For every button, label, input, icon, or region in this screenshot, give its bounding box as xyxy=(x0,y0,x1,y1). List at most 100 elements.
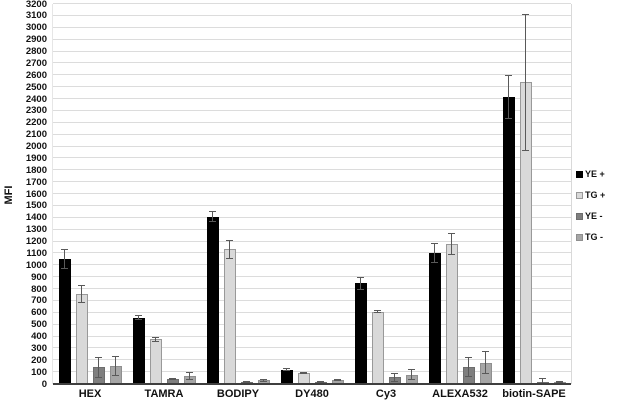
error-bar-cap-top xyxy=(522,14,529,16)
error-bar-line xyxy=(525,14,526,151)
error-bar-cap-top xyxy=(408,368,415,370)
category-group: BODIPY xyxy=(201,4,275,400)
y-axis-tick-label: 900 xyxy=(31,271,47,283)
bar-slot xyxy=(183,4,196,384)
bar-tg+ xyxy=(149,339,162,384)
bar-slot xyxy=(479,4,492,384)
error-bar-line xyxy=(263,379,264,382)
y-axis-tick-label: 3100 xyxy=(25,10,47,22)
error-bar-cap-top xyxy=(209,211,216,213)
category-group: HEX xyxy=(53,4,127,400)
error-bar-line xyxy=(115,356,116,377)
error-bar-cap-bottom xyxy=(448,253,455,255)
bar-slot xyxy=(109,4,122,384)
bar-slot xyxy=(166,4,179,384)
bar-slot xyxy=(58,4,71,384)
error-bar-cap-top xyxy=(112,356,119,358)
y-axis-tick-label: 2000 xyxy=(25,141,47,152)
y-axis-tick-label: 2600 xyxy=(25,69,47,81)
error-bar-cap-bottom xyxy=(408,379,415,381)
y-axis-tick-label: 600 xyxy=(31,307,47,319)
error-bar-cap-bottom xyxy=(556,381,563,383)
gridline xyxy=(53,133,571,135)
error-bar-cap-bottom xyxy=(226,257,233,259)
bar-ye+ xyxy=(428,253,441,384)
y-axis-tick-label: 2500 xyxy=(25,81,47,93)
error-bar-cap-top xyxy=(260,379,267,381)
bar-ye+ xyxy=(206,216,219,384)
error-bar-line xyxy=(98,356,99,379)
category-group: Cy3 xyxy=(349,4,423,400)
bar-slot xyxy=(536,4,549,384)
error-bar xyxy=(505,74,512,119)
error-bar-cap-bottom xyxy=(505,117,512,119)
error-bar-cap-bottom xyxy=(482,372,489,374)
gridline xyxy=(53,62,571,64)
error-bar-cap-top xyxy=(465,357,472,359)
error-bar xyxy=(169,378,176,381)
legend-item: YE + xyxy=(576,169,605,179)
error-bar xyxy=(431,243,438,264)
error-bar-cap-bottom xyxy=(112,375,119,377)
gridline xyxy=(53,347,571,349)
bar-slot xyxy=(331,4,344,384)
error-bar xyxy=(283,368,290,372)
error-bar xyxy=(391,372,398,383)
error-bar-cap-top xyxy=(283,368,290,370)
error-bar-line xyxy=(434,243,435,264)
error-bar-cap-top xyxy=(431,243,438,245)
gridline xyxy=(53,193,571,194)
x-axis-category-label: ALEXA532 xyxy=(432,388,488,400)
error-bar xyxy=(300,371,307,374)
error-bar-cap-bottom xyxy=(260,380,267,382)
error-bar-cap-top xyxy=(169,378,176,380)
error-bar-cap-bottom xyxy=(169,379,176,381)
bar-slot xyxy=(297,4,310,384)
bar-tg+ xyxy=(75,293,88,384)
bar-slot xyxy=(132,4,145,384)
error-bar xyxy=(95,356,102,379)
y-axis-tick-label: 700 xyxy=(31,295,47,307)
error-bar-cap-bottom xyxy=(283,370,290,372)
error-bar xyxy=(374,309,381,314)
y-axis-tick-label: 1200 xyxy=(25,236,47,247)
error-bar-cap-top xyxy=(243,381,250,383)
gridline xyxy=(53,240,571,242)
bar-slot xyxy=(371,4,384,384)
error-bar-cap-bottom xyxy=(95,377,102,379)
bar-slot xyxy=(553,4,566,384)
y-axis-tick-label: 1300 xyxy=(25,224,47,236)
error-bar-cap-bottom xyxy=(300,372,307,374)
error-bar-line xyxy=(229,239,230,259)
legend-item: TG + xyxy=(576,190,605,200)
bar-slot xyxy=(206,4,219,384)
bar-slot xyxy=(280,4,293,384)
error-bar-cap-top xyxy=(317,380,324,382)
y-axis-tick-label: 400 xyxy=(31,331,47,342)
error-bar-cap-bottom xyxy=(374,312,381,314)
error-bar xyxy=(482,351,489,374)
legend-item: YE - xyxy=(576,211,605,221)
bar-slot xyxy=(149,4,162,384)
category-group: ALEXA532 xyxy=(423,4,497,400)
bar-slot xyxy=(445,4,458,384)
y-axis-tick-label: 1500 xyxy=(25,200,47,212)
error-bar-cap-bottom xyxy=(78,301,85,303)
error-bar-cap-top xyxy=(357,276,364,278)
y-axis-tick-label: 3200 xyxy=(25,0,47,10)
gridline xyxy=(53,335,571,337)
error-bar-cap-bottom xyxy=(135,319,142,321)
bar-slot xyxy=(428,4,441,384)
error-bar-cap-bottom xyxy=(334,380,341,382)
error-bar xyxy=(135,314,142,321)
y-axis-tick-label: 100 xyxy=(31,366,47,378)
legend-label: YE - xyxy=(585,211,603,221)
gridline xyxy=(53,157,571,159)
error-bar-cap-top xyxy=(556,380,563,382)
bar-slot xyxy=(240,4,253,384)
legend-swatch-icon xyxy=(576,233,583,241)
bar-slot xyxy=(462,4,475,384)
error-bar-line xyxy=(411,368,412,381)
error-bar-line xyxy=(138,314,139,321)
x-axis-category-label: TAMRA xyxy=(144,388,184,400)
